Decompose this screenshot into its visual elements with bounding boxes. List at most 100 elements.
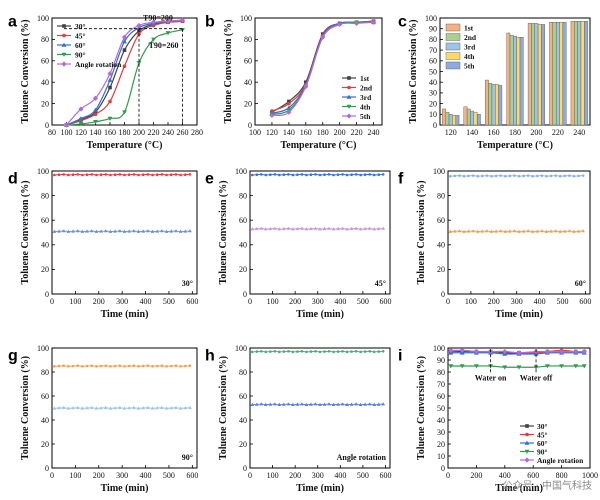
x-tick-label: 100 bbox=[465, 297, 477, 306]
point-90° bbox=[136, 61, 142, 66]
point bbox=[179, 173, 182, 177]
point-30° bbox=[122, 48, 127, 52]
y-tick-label: 10 bbox=[437, 452, 445, 461]
legend-marker bbox=[61, 42, 67, 47]
point bbox=[113, 406, 118, 410]
y-tick-label: 0 bbox=[45, 464, 49, 473]
point bbox=[462, 229, 466, 233]
point bbox=[264, 173, 268, 177]
point-Angle rotation bbox=[502, 349, 508, 355]
point bbox=[377, 350, 381, 353]
x-tick-label: 0 bbox=[446, 297, 450, 306]
x-tick-label: 100 bbox=[249, 128, 261, 137]
point bbox=[95, 365, 98, 368]
point-2nd bbox=[287, 101, 291, 106]
point bbox=[549, 174, 553, 178]
point bbox=[503, 229, 508, 233]
legend-marker bbox=[524, 440, 530, 445]
y-tick-label: 80 bbox=[41, 368, 49, 377]
panel-tag: 30° bbox=[182, 279, 193, 288]
bar-4th-240 bbox=[580, 21, 585, 126]
y-tick-label: 100 bbox=[37, 344, 49, 353]
point-Angle rotation bbox=[581, 349, 587, 355]
point bbox=[513, 174, 516, 177]
x-tick-label: 120 bbox=[266, 128, 278, 137]
point-30° bbox=[108, 85, 112, 90]
panel-d: 0 20 40 60 80 100 0 100 200 300 400 500 600 Time (min… bbox=[8, 167, 198, 320]
y-tick-label: 20 bbox=[41, 440, 49, 449]
point bbox=[250, 227, 255, 231]
point-60° bbox=[78, 116, 84, 121]
x-tick-label: 300 bbox=[116, 471, 128, 480]
point-30° bbox=[93, 110, 98, 114]
y-axis-label: Toluene Conversion (%) bbox=[20, 180, 31, 284]
bar-2nd-160 bbox=[488, 83, 493, 126]
x-tick-label: 280 bbox=[191, 128, 203, 137]
legend-label: 1st bbox=[360, 74, 370, 83]
point bbox=[99, 229, 104, 233]
legend-marker bbox=[525, 432, 529, 437]
panel-tag: 60° bbox=[575, 279, 586, 288]
x-tick-label: 600 bbox=[186, 297, 198, 306]
point bbox=[71, 406, 75, 410]
panel-letter: c bbox=[398, 13, 407, 30]
point bbox=[332, 173, 335, 177]
x-tick-label: 200 bbox=[530, 128, 542, 137]
y-tick-label: 100 bbox=[37, 14, 49, 23]
point bbox=[304, 402, 309, 406]
bar-1st-240 bbox=[570, 21, 575, 126]
bar-1st-180 bbox=[506, 32, 511, 126]
legend-label: 5th bbox=[464, 62, 475, 71]
point bbox=[151, 365, 154, 368]
point bbox=[145, 405, 150, 409]
bar-3rd-180 bbox=[513, 35, 517, 126]
y-tick-label: 0 bbox=[248, 121, 252, 130]
point-Angle rotation bbox=[559, 349, 565, 355]
point bbox=[131, 405, 136, 409]
legend-label: 60° bbox=[537, 439, 548, 448]
point bbox=[165, 365, 168, 368]
point bbox=[327, 226, 331, 230]
point bbox=[296, 350, 299, 353]
point bbox=[572, 229, 576, 233]
point bbox=[99, 173, 103, 176]
point bbox=[174, 229, 178, 233]
point bbox=[254, 226, 259, 231]
point bbox=[127, 364, 131, 368]
point bbox=[75, 405, 80, 409]
point bbox=[278, 173, 281, 177]
point-90° bbox=[533, 365, 539, 370]
point bbox=[90, 173, 94, 176]
y-tick-label: 20 bbox=[239, 440, 247, 449]
point bbox=[327, 350, 331, 353]
legend-marker bbox=[346, 113, 352, 119]
y-tick-label: 20 bbox=[244, 99, 252, 108]
point bbox=[372, 173, 376, 177]
bar-3rd-140 bbox=[470, 110, 475, 126]
point bbox=[108, 406, 113, 410]
point bbox=[336, 226, 340, 231]
point bbox=[558, 229, 563, 233]
point bbox=[354, 402, 359, 406]
point bbox=[576, 229, 581, 233]
point bbox=[268, 226, 273, 231]
point bbox=[263, 227, 268, 231]
x-tick-label: 220 bbox=[351, 128, 363, 137]
point bbox=[345, 350, 349, 354]
point bbox=[174, 405, 178, 409]
x-tick-label: 200 bbox=[470, 471, 482, 480]
y-tick-label: 20 bbox=[429, 99, 437, 108]
point bbox=[160, 405, 164, 409]
point bbox=[313, 226, 318, 230]
point-60° bbox=[107, 77, 113, 82]
x-tick-label: 140 bbox=[90, 128, 102, 137]
point bbox=[141, 364, 145, 368]
point bbox=[452, 229, 457, 233]
point bbox=[494, 229, 498, 233]
x-tick-label: 120 bbox=[445, 128, 457, 137]
point-1st bbox=[304, 80, 308, 84]
y-tick-label: 0 bbox=[441, 290, 445, 299]
point bbox=[341, 350, 344, 353]
point bbox=[99, 406, 104, 410]
